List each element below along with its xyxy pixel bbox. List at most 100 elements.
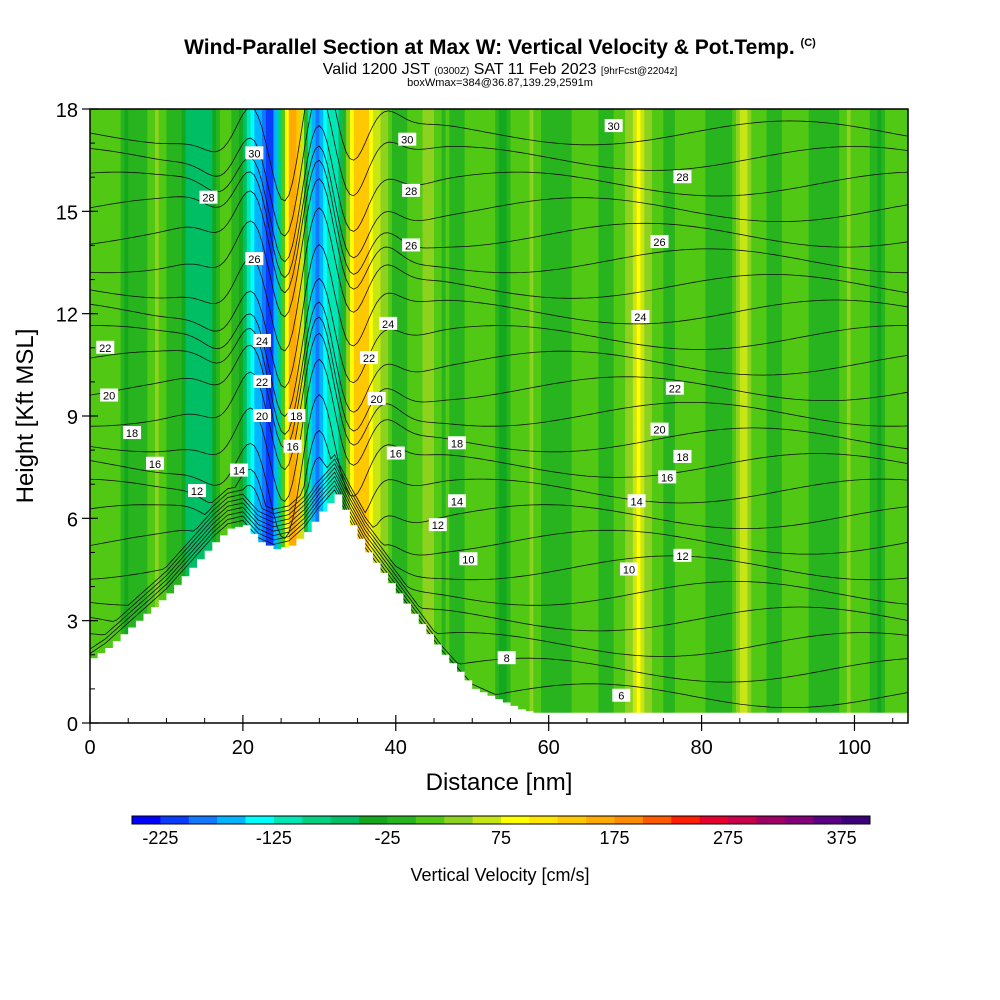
velocity-cell-79 (391, 109, 397, 723)
velocity-cell-114 (525, 109, 531, 723)
theta-label-9: 24 (253, 333, 272, 348)
velocity-cell-204 (869, 109, 875, 723)
theta-label-text: 12 (432, 520, 444, 532)
velocity-cell-91 (437, 109, 443, 723)
theta-contour-line-18 (90, 159, 908, 294)
velocity-cell-170 (739, 109, 745, 723)
velocity-cell-61 (323, 109, 328, 723)
colorbar-frame (131, 815, 871, 825)
y-tick-label: 6 (67, 509, 78, 531)
theta-label-text: 30 (248, 148, 260, 160)
theta-label-26: 16 (386, 446, 405, 461)
colorbar-swatch (415, 816, 445, 824)
velocity-cell-151 (667, 109, 672, 723)
theta-contour-line-21 (90, 109, 908, 237)
theta-label-20: 18 (123, 426, 142, 440)
velocity-cell-149 (659, 109, 664, 723)
theta-label-11: 24 (631, 310, 650, 324)
velocity-cell-146 (648, 109, 653, 723)
theta-label-text: 28 (202, 193, 214, 205)
theta-contour-line-10 (90, 358, 908, 502)
theta-contour-line-16 (90, 207, 908, 352)
theta-label-text: 26 (405, 240, 417, 252)
velocity-cell-118 (541, 109, 546, 723)
velocity-cell-182 (785, 109, 791, 723)
colorbar-swatch (529, 816, 559, 824)
theta-label-text: 28 (676, 172, 688, 184)
colorbar-swatch (472, 816, 502, 824)
velocity-cell-16 (151, 109, 156, 723)
velocity-cell-154 (678, 109, 684, 723)
colorbar-swatch (302, 816, 332, 824)
velocity-cell-85 (414, 109, 420, 723)
velocity-cell-133 (598, 109, 603, 723)
theta-label-text: 24 (382, 319, 394, 331)
velocity-cell-11 (132, 109, 137, 723)
theta-label-29: 14 (447, 494, 466, 508)
velocity-cell-39 (239, 109, 244, 723)
velocity-cell-180 (778, 109, 783, 723)
theta-label-text: 24 (634, 312, 646, 324)
theta-label-text: 10 (462, 554, 474, 566)
forecast-info: [9hrFcst@2204z] (600, 66, 678, 77)
theta-label-4: 28 (402, 183, 421, 198)
velocity-cell-18 (158, 109, 164, 723)
x-tick-label: 100 (838, 737, 871, 759)
velocity-cell-15 (147, 109, 152, 723)
velocity-cell-150 (663, 109, 668, 723)
velocity-cell-75 (376, 109, 382, 723)
valid-prefix: Valid 1200 JST (322, 61, 430, 78)
x-tick-label: 0 (84, 737, 95, 759)
theta-label-31: 12 (188, 484, 207, 498)
velocity-cell-38 (235, 109, 240, 723)
theta-label-30: 14 (627, 494, 646, 508)
velocity-cell-3 (101, 109, 106, 723)
velocity-cell-158 (693, 109, 699, 723)
theta-label-27: 16 (658, 470, 677, 484)
velocity-cell-121 (552, 109, 557, 723)
velocity-cell-51 (284, 109, 290, 723)
velocity-cell-94 (449, 109, 454, 723)
velocity-cell-87 (422, 109, 427, 723)
velocity-cell-62 (326, 109, 332, 723)
velocity-cell-86 (418, 109, 424, 723)
velocity-cell-167 (728, 109, 733, 723)
velocity-cell-24 (181, 109, 187, 723)
colorbar-tick-label: 375 (827, 828, 857, 848)
velocity-cell-175 (758, 109, 764, 723)
velocity-cell-2 (97, 109, 103, 723)
velocity-cell-5 (109, 109, 114, 723)
velocity-cell-184 (793, 109, 798, 723)
velocity-cell-69 (353, 109, 359, 723)
theta-label-text: 28 (405, 186, 417, 198)
colorbar-swatch (217, 816, 246, 824)
velocity-cell-108 (502, 109, 508, 723)
velocity-cell-111 (514, 109, 519, 723)
velocity-cell-32 (212, 109, 217, 723)
velocity-cell-213 (904, 109, 908, 723)
theta-label-32: 12 (428, 518, 447, 532)
velocity-cell-162 (709, 109, 714, 723)
theta-contour-line-5 (90, 467, 908, 581)
theta-label-text: 12 (676, 551, 688, 563)
colorbar-tick-label: 275 (713, 828, 743, 848)
y-tick-label: 0 (67, 714, 78, 736)
theta-contour-line-17 (90, 178, 908, 318)
colorbar-swatch (245, 816, 275, 824)
theta-label-7: 26 (402, 238, 421, 252)
velocity-cell-144 (640, 109, 645, 723)
theta-contour-line-7 (90, 456, 908, 529)
velocity-cell-48 (273, 109, 278, 723)
velocity-cell-26 (189, 109, 194, 723)
velocity-cell-212 (900, 109, 905, 723)
theta-label-text: 20 (103, 391, 115, 403)
velocity-cell-80 (395, 109, 401, 723)
velocity-cell-173 (751, 109, 756, 723)
colorbar-swatch (273, 816, 303, 824)
theta-label-37: 6 (612, 688, 631, 703)
theta-contours (90, 109, 908, 708)
theta-label-text: 14 (233, 466, 245, 478)
theta-contour-line-3 (90, 475, 908, 632)
theta-label-text: 20 (653, 425, 665, 437)
theta-label-text: 24 (256, 336, 268, 348)
